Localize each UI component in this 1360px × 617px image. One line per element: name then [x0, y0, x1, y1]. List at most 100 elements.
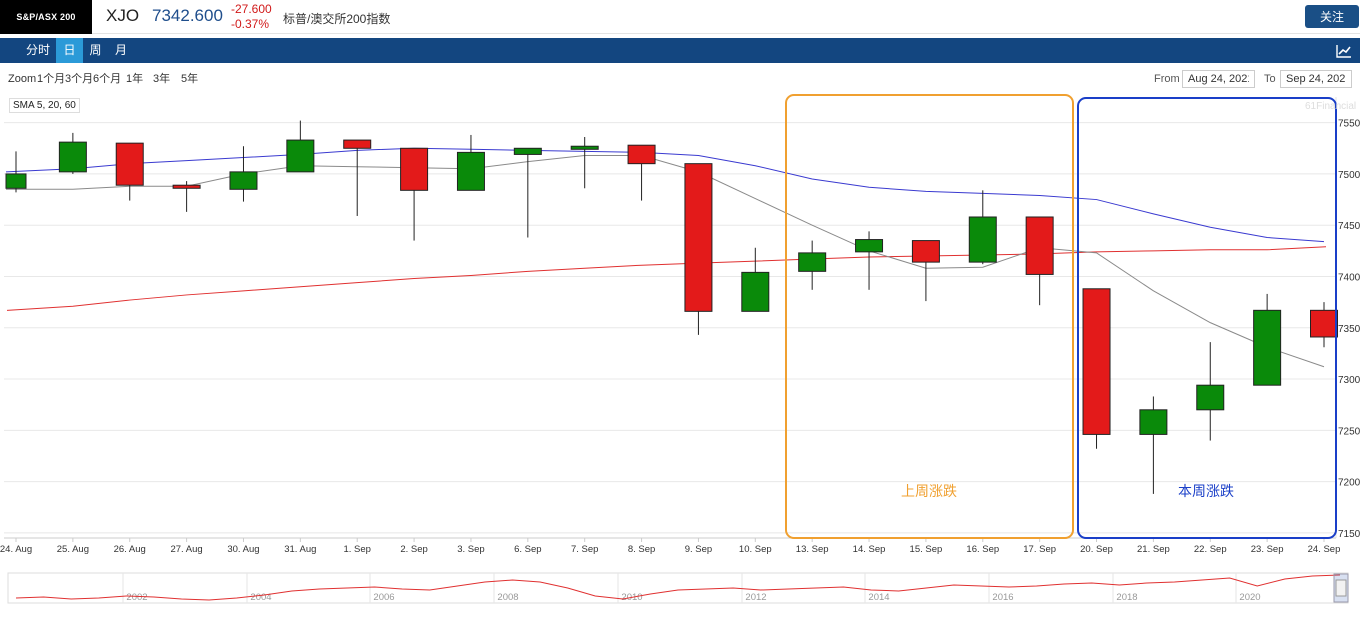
grid-lines — [4, 97, 1337, 542]
zoom-3-year[interactable]: 3年 — [153, 73, 171, 85]
line-chart-icon — [1336, 44, 1351, 58]
sma-legend[interactable]: SMA 5, 20, 60 — [9, 98, 80, 113]
zoom-1-month[interactable]: 1个月 — [37, 73, 66, 85]
navigator-frame — [7, 572, 1349, 604]
candle-body — [627, 144, 656, 165]
candle-body — [911, 240, 940, 263]
y-tick-7400: 7400 — [1338, 272, 1360, 283]
x-tick-label: 27. Aug — [170, 544, 202, 555]
candle-body — [570, 145, 599, 150]
navigator-series — [15, 574, 1341, 601]
candle-body — [5, 173, 27, 189]
tab-daily[interactable]: 日 — [56, 38, 83, 63]
price-change: -27.600 — [231, 2, 272, 16]
candle-body — [400, 147, 429, 191]
candle-22. Sep — [1196, 342, 1225, 441]
candle-21. Sep — [1139, 396, 1168, 494]
candle-body — [684, 163, 713, 312]
to-label: To — [1264, 73, 1276, 85]
zoom-6-month[interactable]: 6个月 — [93, 73, 122, 85]
x-tick-label: 13. Sep — [796, 544, 829, 555]
zoom-1-year[interactable]: 1年 — [126, 73, 144, 85]
candles — [5, 120, 1338, 494]
x-tick-label: 23. Sep — [1251, 544, 1284, 555]
x-tick-label: 1. Sep — [343, 544, 370, 555]
candle-7. Sep — [570, 136, 599, 189]
index-name: 标普/澳交所200指数 — [283, 12, 391, 26]
x-tick-label: 14. Sep — [853, 544, 886, 555]
x-tick-label: 24. Sep — [1308, 544, 1341, 555]
y-tick-7300: 7300 — [1338, 375, 1360, 386]
highlight-boxes — [785, 94, 1337, 539]
candle-body — [343, 139, 372, 149]
candle-25. Aug — [58, 132, 87, 174]
this-week-box — [1077, 97, 1337, 539]
candle-31. Aug — [286, 120, 315, 173]
tab-monthly[interactable]: 月 — [114, 43, 127, 57]
axis-labels: 7150 7200 7250 7300 7350 7400 7450 7500 7550 24. … — [0, 119, 1360, 555]
candle-body — [798, 252, 827, 272]
navigator-year-2020: 2020 — [1239, 592, 1260, 603]
zoom-5-year[interactable]: 5年 — [181, 73, 199, 85]
x-tick-label: 25. Aug — [57, 544, 89, 555]
candle-body — [741, 271, 770, 312]
y-tick-7500: 7500 — [1338, 170, 1360, 181]
navigator[interactable]: 2002 2004 2006 2008 2010 2012 2014 2016 2018 2020 — [7, 572, 1349, 604]
x-tick-label: 15. Sep — [910, 544, 943, 555]
candle-9. Sep — [684, 163, 713, 335]
x-tick-label: 7. Sep — [571, 544, 598, 555]
follow-button[interactable]: 关注 — [1305, 5, 1359, 28]
zoom-3-month[interactable]: 3个月 — [65, 73, 94, 85]
candle-20. Sep — [1082, 288, 1111, 449]
candle-body — [115, 142, 144, 186]
period-nav: 分时 日 周 月 — [0, 38, 1360, 63]
candle-body — [1082, 288, 1111, 435]
from-date-input[interactable] — [1182, 70, 1255, 88]
quote-header: S&P/ASX 200 XJO 7342.600 -27.600 -0.37% … — [0, 0, 1360, 34]
this-week-label: 本周涨跌 — [1178, 483, 1234, 499]
candle-30. Aug — [229, 146, 258, 202]
y-tick-7250: 7250 — [1338, 426, 1360, 437]
candle-body — [1025, 216, 1054, 275]
candle-body — [1139, 409, 1168, 435]
x-tick-label: 17. Sep — [1023, 544, 1056, 555]
navigator-year-2016: 2016 — [992, 592, 1013, 603]
x-tick-label: 8. Sep — [628, 544, 655, 555]
candle-body — [1196, 384, 1225, 411]
candle-1. Sep — [343, 139, 372, 216]
candle-body — [286, 139, 315, 173]
chart-type-button[interactable] — [1331, 40, 1357, 61]
candle-10. Sep — [741, 247, 770, 312]
price-change-percent: -0.37% — [231, 17, 270, 31]
tab-intraday[interactable]: 分时 — [25, 43, 50, 57]
last-week-box — [785, 94, 1074, 539]
navigator-year-2006: 2006 — [373, 592, 394, 603]
sma60-line — [6, 246, 1327, 311]
y-tick-7200: 7200 — [1338, 478, 1360, 489]
candle-3. Sep — [456, 134, 485, 191]
from-label: From — [1154, 73, 1180, 85]
candle-8. Sep — [627, 144, 656, 201]
candle-14. Sep — [855, 231, 884, 290]
navigator-year-2012: 2012 — [745, 592, 766, 603]
x-tick-label: 3. Sep — [457, 544, 484, 555]
candle-24. Aug — [5, 151, 27, 193]
candle-24. Sep — [1310, 302, 1338, 348]
candle-body — [229, 171, 258, 190]
candle-6. Sep — [513, 147, 542, 238]
candle-23. Sep — [1253, 293, 1282, 386]
x-tick-label: 6. Sep — [514, 544, 541, 555]
symbol-label: XJO — [106, 6, 140, 25]
x-tick-label: 30. Aug — [227, 544, 259, 555]
navigator-year-2004: 2004 — [250, 592, 271, 603]
last-price: 7342.600 — [152, 6, 223, 25]
to-date-input[interactable] — [1280, 70, 1352, 88]
candle-body — [456, 151, 485, 191]
tab-weekly[interactable]: 周 — [89, 43, 102, 57]
candle-body — [172, 184, 201, 189]
x-tick-label: 10. Sep — [739, 544, 772, 555]
x-tick-label: 2. Sep — [400, 544, 427, 555]
navigator-handle — [1335, 579, 1347, 597]
candle-body — [58, 141, 87, 173]
